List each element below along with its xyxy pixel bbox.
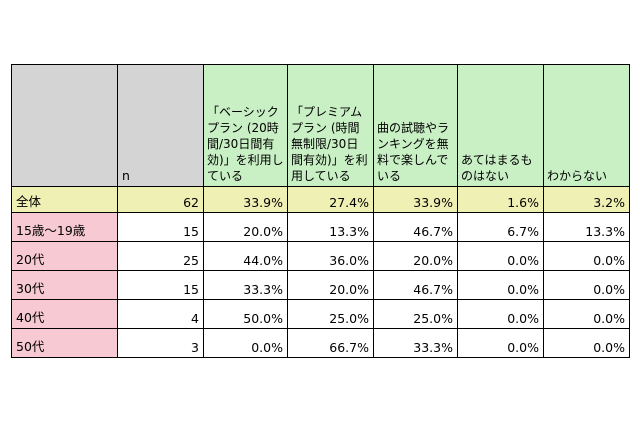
header-col-premium-plan: 「プレミアムプラン (時間無制限/30日間有効)」を利用している xyxy=(287,64,374,187)
row-percent-value: 13.3% xyxy=(287,212,374,242)
row-percent-value: 6.7% xyxy=(457,212,544,242)
row-percent-value: 33.9% xyxy=(203,186,288,213)
row-percent-value: 50.0% xyxy=(203,299,288,329)
header-col-free-trial: 曲の試聴やランキングを無料で楽しんでいる xyxy=(373,64,458,187)
row-label: 50代 xyxy=(11,328,118,358)
row-percent-value: 44.0% xyxy=(203,241,288,271)
header-corner-cell xyxy=(11,64,118,187)
row-percent-value: 13.3% xyxy=(543,212,630,242)
row-percent-value: 0.0% xyxy=(203,328,288,358)
row-percent-value: 20.0% xyxy=(373,241,458,271)
row-label: 40代 xyxy=(11,299,118,329)
row-n-value: 4 xyxy=(117,299,204,329)
row-n-value: 15 xyxy=(117,212,204,242)
row-percent-value: 0.0% xyxy=(457,299,544,329)
row-percent-value: 36.0% xyxy=(287,241,374,271)
header-col-none: あてはまるものはない xyxy=(457,64,544,187)
row-percent-value: 0.0% xyxy=(457,270,544,300)
row-label: 20代 xyxy=(11,241,118,271)
row-percent-value: 3.2% xyxy=(543,186,630,213)
table-row: 30代 15 33.3% 20.0% 46.7% 0.0% 0.0% xyxy=(11,270,630,300)
row-percent-value: 27.4% xyxy=(287,186,374,213)
table-row: 15歳～19歳 15 20.0% 13.3% 46.7% 6.7% 13.3% xyxy=(11,212,630,242)
survey-table: n 「ベーシックプラン (20時間/30日間有効)」を利用している 「プレミアム… xyxy=(11,64,630,358)
header-row: n 「ベーシックプラン (20時間/30日間有効)」を利用している 「プレミアム… xyxy=(11,64,630,187)
row-percent-value: 20.0% xyxy=(203,212,288,242)
row-percent-value: 0.0% xyxy=(457,328,544,358)
row-n-value: 3 xyxy=(117,328,204,358)
row-percent-value: 25.0% xyxy=(373,299,458,329)
header-n: n xyxy=(117,64,204,187)
row-n-value: 62 xyxy=(117,186,204,213)
row-percent-value: 33.9% xyxy=(373,186,458,213)
row-n-value: 15 xyxy=(117,270,204,300)
row-label: 全体 xyxy=(11,186,118,213)
table-row: 50代 3 0.0% 66.7% 33.3% 0.0% 0.0% xyxy=(11,328,630,358)
row-percent-value: 46.7% xyxy=(373,212,458,242)
table-row: 20代 25 44.0% 36.0% 20.0% 0.0% 0.0% xyxy=(11,241,630,271)
row-percent-value: 1.6% xyxy=(457,186,544,213)
row-percent-value: 33.3% xyxy=(203,270,288,300)
row-percent-value: 0.0% xyxy=(543,299,630,329)
row-label: 15歳～19歳 xyxy=(11,212,118,242)
row-percent-value: 0.0% xyxy=(543,270,630,300)
header-col-unknown: わからない xyxy=(543,64,630,187)
row-percent-value: 20.0% xyxy=(287,270,374,300)
table-row: 40代 4 50.0% 25.0% 25.0% 0.0% 0.0% xyxy=(11,299,630,329)
total-row: 全体 62 33.9% 27.4% 33.9% 1.6% 3.2% xyxy=(11,186,630,213)
row-percent-value: 25.0% xyxy=(287,299,374,329)
row-percent-value: 0.0% xyxy=(543,241,630,271)
row-n-value: 25 xyxy=(117,241,204,271)
row-percent-value: 46.7% xyxy=(373,270,458,300)
header-col-basic-plan: 「ベーシックプラン (20時間/30日間有効)」を利用している xyxy=(203,64,288,187)
row-label: 30代 xyxy=(11,270,118,300)
row-percent-value: 33.3% xyxy=(373,328,458,358)
row-percent-value: 66.7% xyxy=(287,328,374,358)
row-percent-value: 0.0% xyxy=(543,328,630,358)
row-percent-value: 0.0% xyxy=(457,241,544,271)
